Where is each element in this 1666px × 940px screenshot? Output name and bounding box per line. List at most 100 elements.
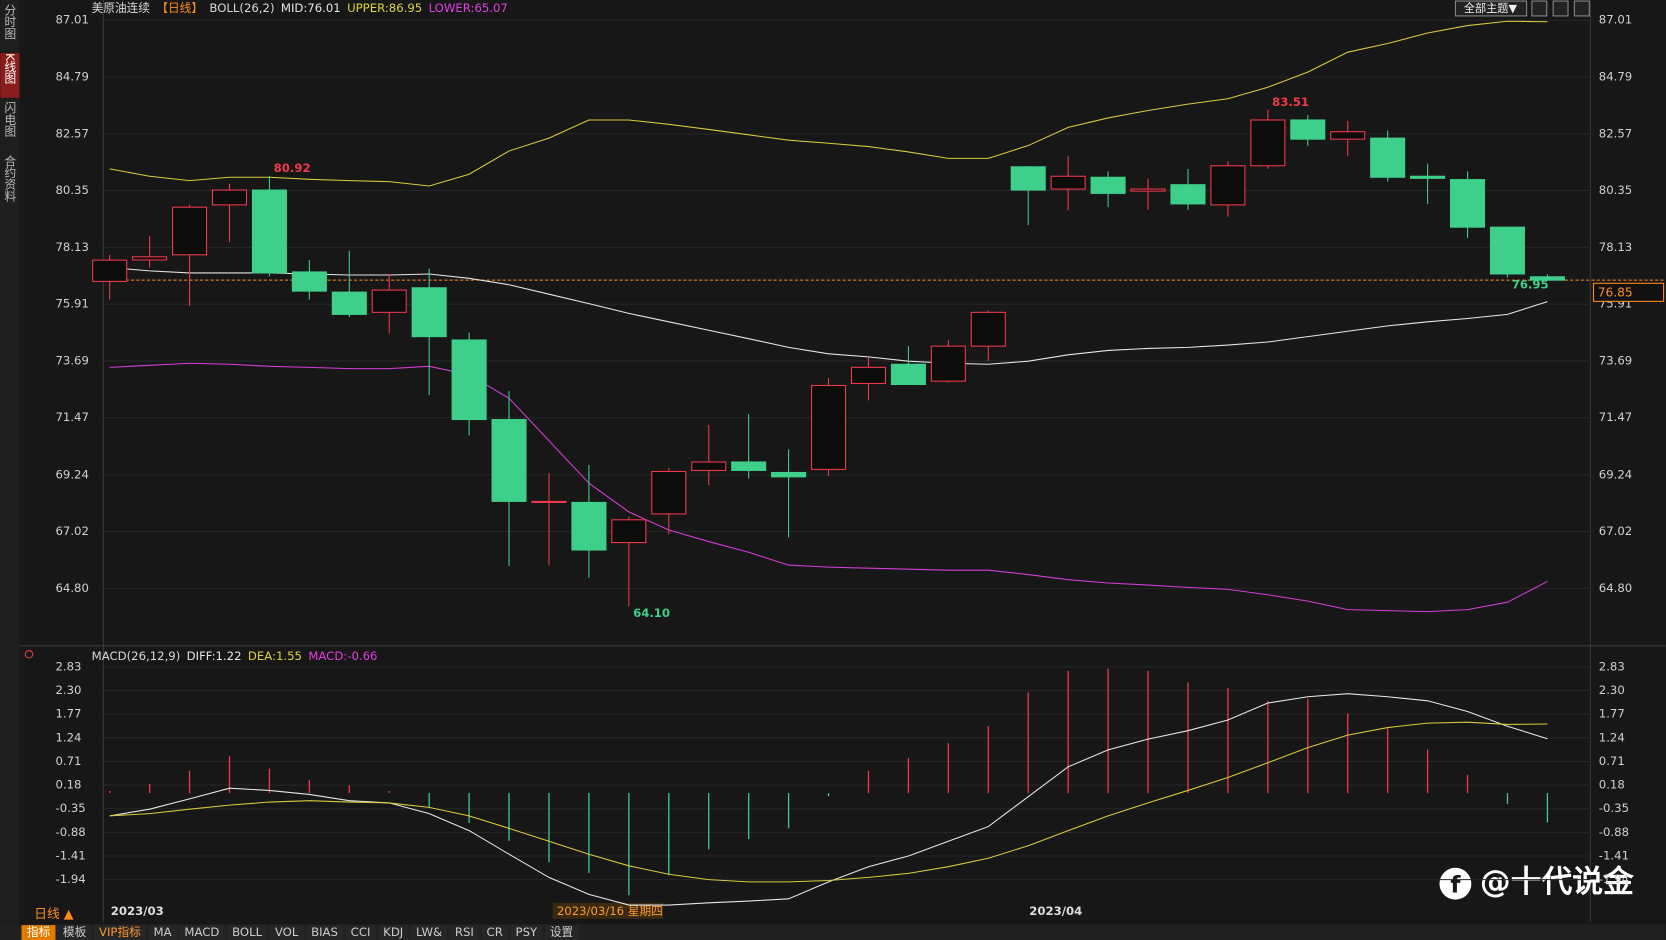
x-tick-label: 2023/04 bbox=[1029, 904, 1082, 918]
candle-body bbox=[811, 384, 847, 470]
y-tick-label: 82.57 bbox=[56, 126, 89, 140]
tab-bg[interactable] bbox=[57, 925, 92, 940]
tab[interactable]: KDJ bbox=[383, 925, 403, 939]
tab[interactable]: BOLL bbox=[232, 925, 262, 939]
y-tick-label: 73.69 bbox=[1599, 353, 1632, 367]
legend-entry: 美原油连续 bbox=[92, 1, 151, 15]
tab-bg[interactable] bbox=[226, 925, 268, 940]
y-tick-label: 1.77 bbox=[56, 707, 82, 721]
y-tick-label: 0.71 bbox=[1599, 754, 1625, 768]
candle-body bbox=[491, 419, 527, 502]
candle-body bbox=[1410, 175, 1446, 179]
tab[interactable]: PSY bbox=[516, 925, 538, 939]
candle-body bbox=[1250, 119, 1286, 167]
tab[interactable]: VIP指标 bbox=[99, 925, 141, 939]
candle-body bbox=[1489, 226, 1525, 275]
candle-body bbox=[211, 189, 248, 206]
tab-bg[interactable] bbox=[410, 925, 448, 940]
candle-body bbox=[1529, 276, 1565, 281]
tab-bg[interactable] bbox=[148, 925, 177, 940]
tab-bg[interactable] bbox=[510, 925, 543, 940]
last-price-label: 76.85 bbox=[1598, 285, 1633, 299]
cursor-date-box bbox=[552, 902, 664, 919]
y-tick-label: 80.35 bbox=[56, 183, 89, 197]
candle-body bbox=[691, 461, 727, 471]
candle-body bbox=[331, 291, 367, 315]
tab[interactable]: VOL bbox=[275, 925, 299, 939]
theme-button-label[interactable]: 全部主题▼ bbox=[1464, 1, 1518, 15]
candle-body bbox=[1370, 137, 1406, 178]
tab[interactable]: CR bbox=[487, 925, 503, 939]
candle-body bbox=[371, 289, 407, 313]
tab-bg[interactable] bbox=[481, 925, 509, 940]
sidebar bbox=[0, 0, 20, 925]
tab[interactable]: RSI bbox=[455, 925, 474, 939]
sidebar-tab[interactable]: 分时图 bbox=[3, 4, 17, 40]
icon-button[interactable] bbox=[1552, 0, 1569, 17]
y-tick-label: 64.80 bbox=[1599, 581, 1632, 595]
y-tick-label: 1.24 bbox=[56, 730, 82, 744]
tab-bg[interactable] bbox=[377, 925, 409, 940]
y-tick-label: 64.80 bbox=[56, 581, 89, 595]
sidebar-active bbox=[0, 53, 20, 98]
icon-button[interactable] bbox=[1531, 0, 1548, 17]
tab[interactable]: BIAS bbox=[311, 925, 338, 939]
candle-body bbox=[651, 470, 687, 515]
y-tick-label: 67.02 bbox=[56, 524, 89, 538]
y-tick-label: 1.24 bbox=[1599, 730, 1625, 744]
tab-bg[interactable] bbox=[345, 925, 376, 940]
y-tick-label: 69.24 bbox=[56, 467, 89, 481]
y-tick-label: 2.83 bbox=[56, 659, 82, 673]
tab-bg[interactable] bbox=[21, 925, 56, 940]
tab-bg[interactable] bbox=[179, 925, 225, 940]
candle-body bbox=[1050, 175, 1086, 190]
y-tick-label: 80.35 bbox=[1599, 183, 1632, 197]
candle-body bbox=[970, 311, 1006, 347]
legend-entry: MID:76.01 bbox=[281, 1, 341, 15]
tab[interactable]: LW& bbox=[416, 925, 442, 939]
tab[interactable]: 指标 bbox=[27, 925, 51, 939]
y-tick-label: -0.88 bbox=[56, 825, 86, 839]
y-tick-label: 87.01 bbox=[1599, 13, 1632, 27]
y-tick-label: 78.13 bbox=[56, 240, 89, 254]
y-tick-label: 84.79 bbox=[56, 69, 89, 83]
tab[interactable]: CCI bbox=[351, 925, 371, 939]
candle-body bbox=[1290, 119, 1326, 140]
tab[interactable]: 模板 bbox=[63, 925, 87, 939]
indicator-line bbox=[109, 20, 1548, 187]
legend-entry: DEA:1.55 bbox=[248, 649, 302, 663]
y-tick-label: -1.41 bbox=[1599, 848, 1629, 862]
tab-bg[interactable] bbox=[269, 925, 304, 940]
icon-button[interactable] bbox=[1573, 0, 1590, 17]
candle-body bbox=[251, 189, 287, 274]
y-tick-label: 69.24 bbox=[1599, 467, 1632, 481]
legend-entry: UPPER:86.95 bbox=[347, 1, 422, 15]
y-tick-label: 0.71 bbox=[56, 754, 82, 768]
tab-bg[interactable] bbox=[449, 925, 480, 940]
panel-icon[interactable] bbox=[24, 650, 34, 659]
y-tick-label: 0.18 bbox=[56, 778, 82, 792]
y-tick-label: -0.88 bbox=[1599, 825, 1629, 839]
candle-body bbox=[1170, 184, 1206, 205]
tab[interactable]: MACD bbox=[184, 925, 219, 939]
indicator-line bbox=[109, 721, 1548, 883]
sidebar-tab[interactable]: 合约资料 bbox=[3, 154, 17, 202]
theme-button[interactable] bbox=[1454, 0, 1528, 17]
tab[interactable]: 设置 bbox=[550, 925, 574, 939]
sidebar-tab[interactable]: 闪电图 bbox=[3, 101, 17, 137]
candle-body bbox=[1010, 166, 1046, 191]
candle-body bbox=[1450, 179, 1486, 228]
tab-bg[interactable] bbox=[93, 925, 147, 940]
sidebar-tab[interactable]: K线图 bbox=[3, 53, 17, 85]
tab-bg[interactable] bbox=[305, 925, 344, 940]
tab[interactable]: MA bbox=[154, 925, 172, 939]
tab-bg[interactable] bbox=[544, 925, 579, 940]
candle-body bbox=[92, 259, 128, 282]
period-selector[interactable]: 日线 ▲ bbox=[34, 907, 74, 922]
y-tick-label: 73.69 bbox=[56, 353, 89, 367]
y-tick-label: 2.30 bbox=[1599, 683, 1625, 697]
y-tick-label: -1.94 bbox=[1599, 872, 1629, 886]
extreme-label: 83.51 bbox=[1272, 95, 1309, 109]
y-tick-label: -1.41 bbox=[56, 848, 86, 862]
candle-body bbox=[531, 500, 567, 503]
